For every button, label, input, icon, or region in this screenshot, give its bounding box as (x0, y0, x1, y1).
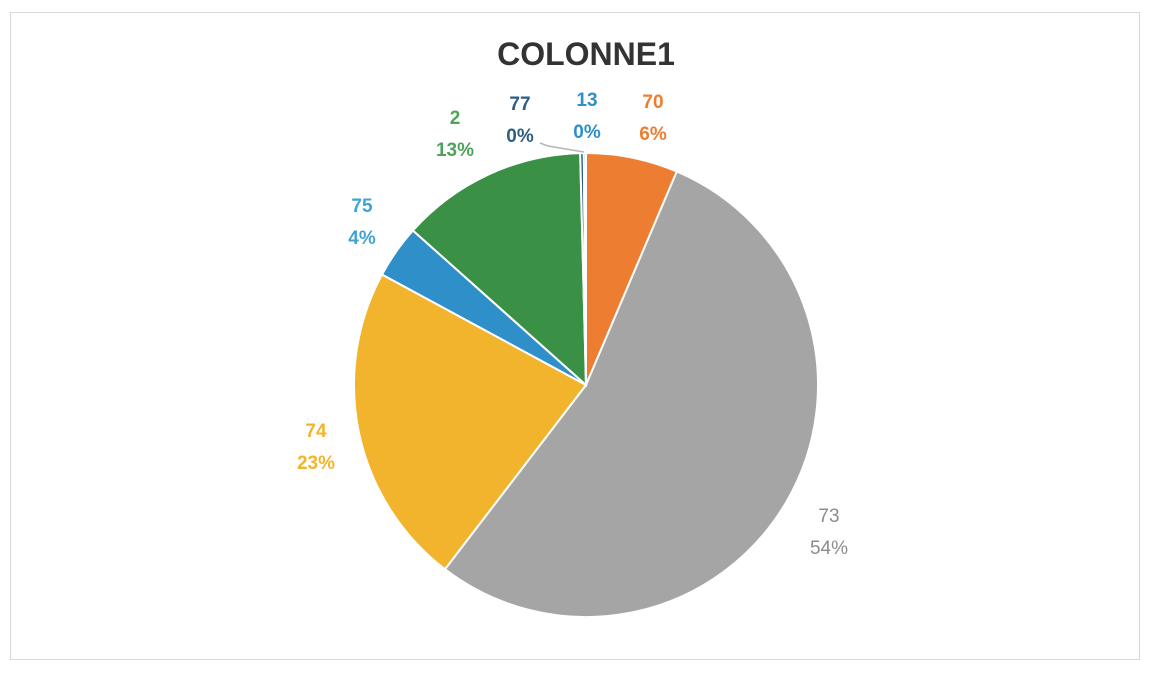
pie-slice-73 (443, 170, 819, 618)
data-label-name-74: 74 (305, 421, 327, 442)
data-labels: 70 6% 73 54% 74 23% 75 4% 2 13% 77 0% 13 0% (297, 90, 848, 559)
data-label-percent-2: 13% (436, 140, 474, 161)
data-label-percent-77: 0% (506, 126, 534, 147)
data-label-percent-73: 54% (810, 538, 848, 559)
data-label-name-77: 77 (509, 94, 530, 115)
data-label-name-73: 73 (818, 506, 839, 527)
pie-slice-74 (353, 273, 588, 571)
pie-slice-13 (582, 151, 587, 386)
chart-title: COLONNE1 (497, 36, 675, 72)
pie-slices (353, 151, 819, 618)
leader-line-77 (539, 142, 585, 153)
data-label-name-13: 13 (576, 90, 597, 111)
data-label-name-2: 2 (450, 108, 461, 129)
data-label-name-75: 75 (351, 196, 373, 217)
data-label-percent-13: 0% (573, 122, 601, 143)
leader-lines (539, 142, 585, 153)
pie-slice-2 (411, 152, 588, 388)
data-label-name-70: 70 (642, 92, 663, 113)
data-label-percent-70: 6% (639, 124, 667, 145)
data-label-percent-74: 23% (297, 453, 335, 474)
data-label-percent-75: 4% (348, 228, 376, 249)
